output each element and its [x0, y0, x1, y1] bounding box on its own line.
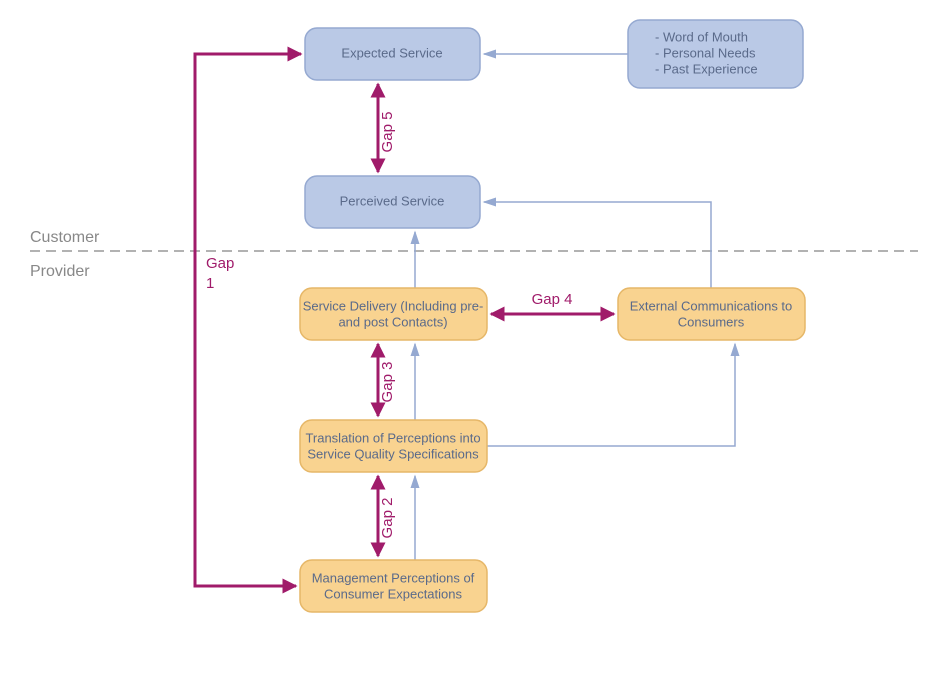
- svg-text:Management Perceptions of: Management Perceptions of: [312, 570, 475, 585]
- svg-text:Translation of Perceptions int: Translation of Perceptions into: [305, 430, 480, 445]
- svg-text:External Communications to: External Communications to: [630, 298, 793, 313]
- svg-text:Service Delivery (Including pr: Service Delivery (Including pre-: [303, 298, 484, 313]
- node-management-perceptions: Management Perceptions of Consumer Expec…: [300, 560, 487, 612]
- svg-text:Service Quality Specifications: Service Quality Specifications: [307, 446, 479, 461]
- svg-text:Expected Service: Expected Service: [341, 45, 442, 60]
- section-customer-label: Customer: [30, 229, 100, 246]
- svg-text:- Personal Needs: - Personal Needs: [655, 45, 756, 60]
- node-perceived-service: Perceived Service: [305, 176, 480, 228]
- gap3-label: Gap 3: [379, 362, 396, 403]
- svg-text:Consumer Expectations: Consumer Expectations: [324, 586, 463, 601]
- gap1-label-line1: Gap: [206, 255, 234, 272]
- svg-text:and post Contacts): and post Contacts): [338, 314, 447, 329]
- section-provider-label: Provider: [30, 263, 90, 280]
- gap2-label: Gap 2: [379, 498, 396, 539]
- svg-text:Consumers: Consumers: [678, 314, 745, 329]
- node-external-communications: External Communications to Consumers: [618, 288, 805, 340]
- gap-model-diagram: Customer Provider Gap 5 Gap 3 Gap 2 Gap …: [0, 0, 948, 677]
- svg-text:Perceived Service: Perceived Service: [340, 193, 445, 208]
- gap1-label-line2: 1: [206, 275, 214, 292]
- node-service-delivery: Service Delivery (Including pre- and pos…: [300, 288, 487, 340]
- node-factors: - Word of Mouth - Personal Needs - Past …: [628, 20, 803, 88]
- gap1-arrow: [195, 54, 301, 586]
- gap4-label: Gap 4: [532, 291, 573, 308]
- arrow-translation-to-external: [487, 344, 735, 446]
- gap5-label: Gap 5: [379, 112, 396, 153]
- svg-text:- Past Experience: - Past Experience: [655, 61, 758, 76]
- node-translation: Translation of Perceptions into Service …: [300, 420, 487, 472]
- svg-text:- Word of Mouth: - Word of Mouth: [655, 29, 748, 44]
- arrow-external-to-perceived: [484, 202, 711, 288]
- node-expected-service: Expected Service: [305, 28, 480, 80]
